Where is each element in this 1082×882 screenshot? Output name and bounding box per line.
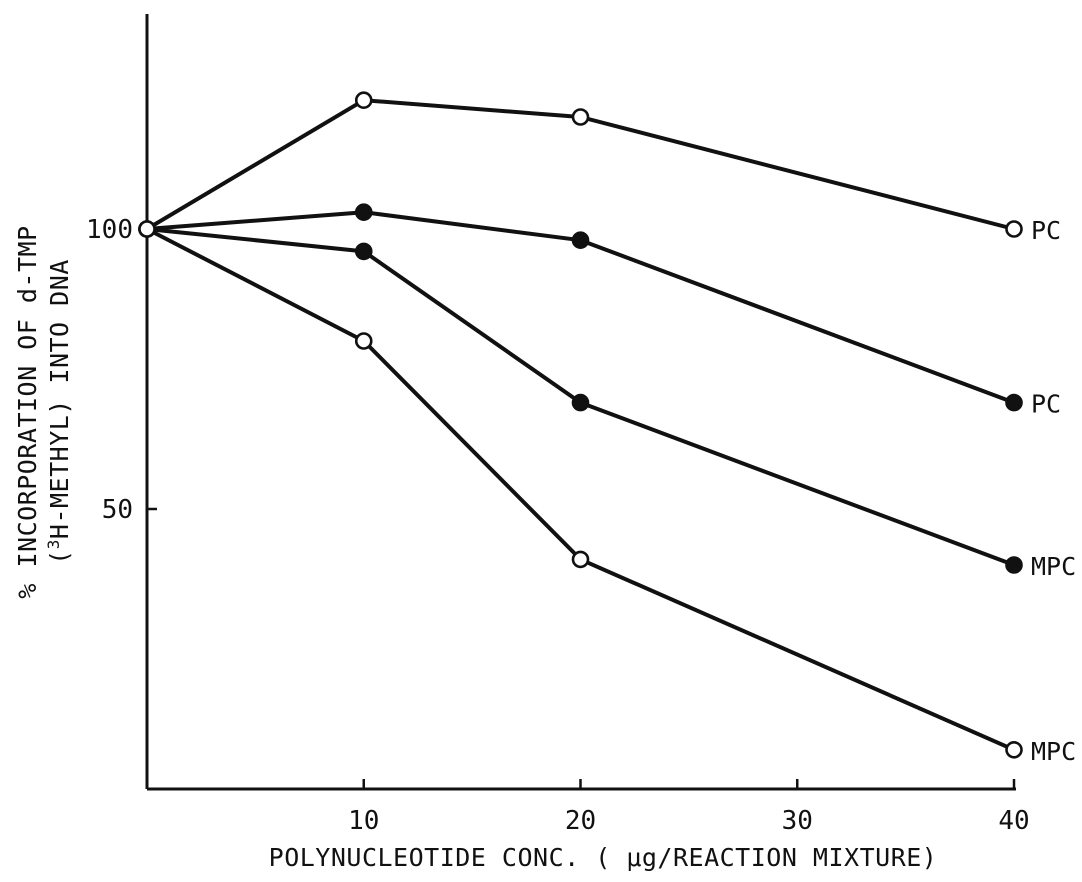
series-lines (145, 98, 1015, 752)
data-point (571, 550, 590, 569)
series-line (146, 227, 1015, 567)
series-markers (138, 91, 1023, 759)
series-label: PC (1031, 390, 1061, 419)
x-tick-label: 30 (782, 806, 813, 836)
y-axis-title-line1: % INCORPORATION OF d-TMP (13, 225, 42, 598)
y-tick-label: 50 (102, 495, 133, 525)
data-point (354, 91, 373, 109)
x-tick-label: 20 (565, 806, 596, 836)
y-axis-title-line2-rest: H-METHYL) INTO DNA (45, 259, 74, 539)
data-point (571, 231, 590, 249)
y-axis-title-line2-superscript: 3 (44, 539, 63, 549)
series-label: PC (1031, 216, 1061, 245)
series-labels: PC PC MPC MPC (1031, 216, 1076, 766)
y-axis-title-line2-prefix: ( (45, 549, 74, 565)
x-axis-title: POLYNUCLEOTIDE CONC. ( μg/REACTION MIXTU… (269, 843, 938, 872)
y-tick-label: 100 (86, 215, 133, 245)
y-axis-title-line2: (3H-METHYL) INTO DNA (44, 259, 74, 565)
series-label: MPC (1031, 737, 1076, 766)
plot-area: 10 20 30 40 50 100 PC PC MPC MPC (86, 14, 1076, 836)
data-point (354, 203, 373, 221)
data-point (1005, 740, 1023, 759)
data-point (571, 108, 590, 126)
data-point (1005, 556, 1023, 574)
x-tick-label: 10 (348, 806, 379, 836)
data-point (354, 332, 373, 350)
data-point (1005, 220, 1023, 238)
series-line (146, 210, 1015, 405)
data-point (571, 393, 590, 412)
data-point (138, 220, 156, 238)
x-tick-label: 40 (998, 806, 1029, 836)
series-line (146, 227, 1015, 752)
series-label: MPC (1031, 552, 1076, 581)
data-point (354, 242, 373, 261)
data-point (1005, 393, 1023, 412)
axis-ticks: 10 20 30 40 50 100 (86, 215, 1030, 836)
series-line (145, 98, 1015, 231)
